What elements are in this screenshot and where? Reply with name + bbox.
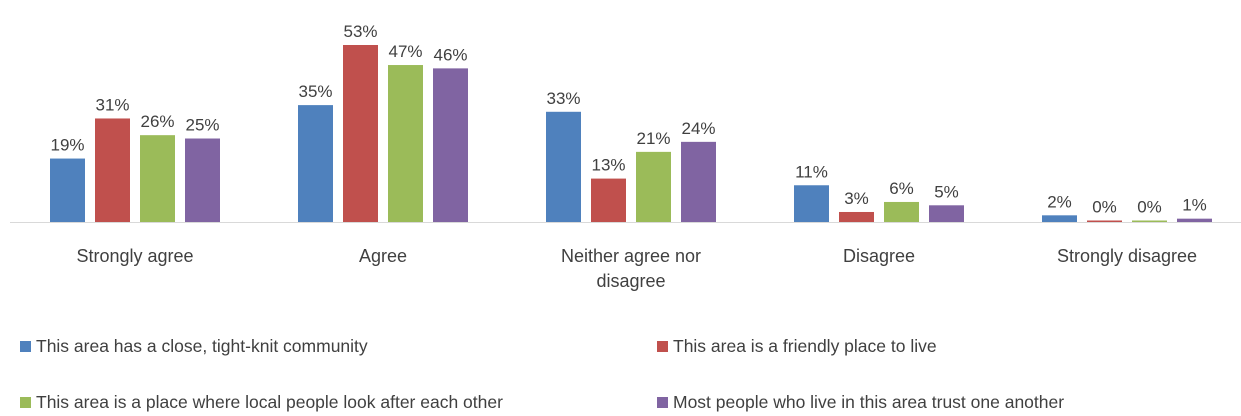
data-label: 0% — [1092, 198, 1117, 217]
legend-label: Most people who live in this area trust … — [673, 392, 1065, 412]
bar — [140, 135, 175, 222]
legend-item-close-community: This area has a close, tight-knit commun… — [20, 336, 368, 357]
bar — [884, 201, 919, 222]
bar — [591, 178, 626, 222]
category-label: Neither agree nor — [561, 246, 701, 266]
bar — [546, 111, 581, 222]
bar — [388, 65, 423, 222]
data-label: 33% — [546, 89, 580, 108]
bar — [794, 185, 829, 222]
category-label: Strongly disagree — [1057, 246, 1197, 266]
category-label: Strongly agree — [76, 246, 193, 266]
bar-chart: 19% 31% 26% 25% Strongly agree 35% 53% 47% 46% Ag… — [10, 22, 1241, 291]
category-label: Disagree — [843, 246, 915, 266]
category-label: Agree — [359, 246, 407, 266]
data-label: 24% — [681, 119, 715, 138]
data-label: 21% — [636, 129, 670, 148]
data-label: 26% — [140, 112, 174, 131]
bar — [681, 141, 716, 222]
data-label: 5% — [934, 182, 959, 201]
data-label: 1% — [1182, 196, 1207, 215]
bar — [1042, 215, 1077, 222]
data-label: 35% — [298, 82, 332, 101]
legend-swatch-red — [657, 341, 668, 352]
legend-label: This area is a friendly place to live — [673, 336, 937, 356]
bar — [95, 118, 130, 222]
data-label: 2% — [1047, 192, 1072, 211]
legend-label: This area has a close, tight-knit commun… — [36, 336, 368, 356]
data-label: 19% — [50, 136, 84, 155]
data-label: 53% — [343, 22, 377, 41]
category-label: disagree — [596, 271, 665, 291]
legend-item-friendly-place: This area is a friendly place to live — [657, 336, 937, 357]
bar — [343, 45, 378, 222]
data-label: 6% — [889, 179, 914, 198]
bar — [50, 158, 85, 222]
data-label: 11% — [795, 162, 828, 181]
bar — [1177, 218, 1212, 222]
data-label: 3% — [844, 189, 869, 208]
data-label: 25% — [185, 116, 219, 135]
bar — [1087, 220, 1122, 222]
bar — [1132, 220, 1167, 222]
legend-label: This area is a place where local people … — [36, 392, 503, 412]
legend-swatch-purple — [657, 397, 668, 408]
data-label: 13% — [591, 156, 625, 175]
data-label: 31% — [95, 95, 129, 114]
legend-item-look-after: This area is a place where local people … — [20, 392, 503, 413]
data-label: 0% — [1137, 198, 1162, 217]
bar — [433, 68, 468, 223]
legend-swatch-blue — [20, 341, 31, 352]
legend-swatch-green — [20, 397, 31, 408]
bar — [636, 151, 671, 222]
data-label: 46% — [433, 45, 467, 64]
bar — [185, 138, 220, 222]
bar — [929, 205, 964, 222]
data-label: 47% — [388, 42, 422, 61]
legend-item-trust: Most people who live in this area trust … — [657, 392, 1064, 413]
bar — [298, 105, 333, 222]
bar — [839, 211, 874, 222]
